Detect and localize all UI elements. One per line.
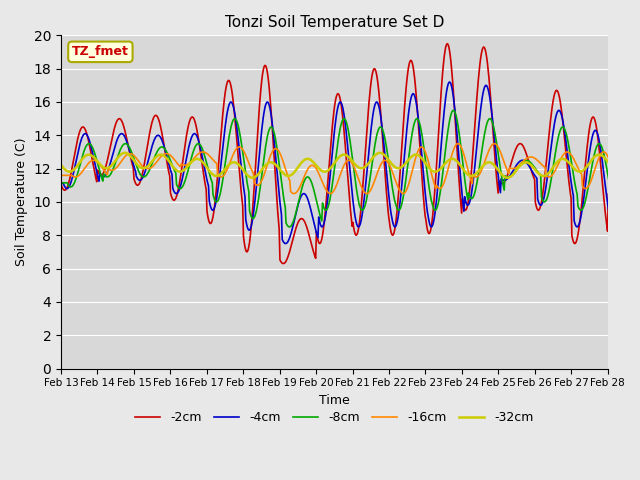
-32cm (631, 150, 639, 156)
-16cm (57, 172, 65, 178)
-2cm (446, 53, 454, 59)
-16cm (490, 141, 498, 146)
-4cm (413, 109, 421, 115)
-32cm (262, 162, 269, 168)
-32cm (413, 152, 420, 157)
-4cm (445, 79, 453, 85)
-8cm (413, 116, 421, 122)
-16cm (399, 191, 407, 196)
-8cm (446, 115, 454, 120)
-2cm (444, 41, 451, 47)
-32cm (504, 175, 511, 180)
-2cm (284, 255, 291, 261)
-8cm (233, 118, 241, 124)
-8cm (285, 224, 293, 230)
-16cm (125, 151, 133, 156)
-8cm (125, 144, 133, 150)
-2cm (57, 181, 65, 187)
Line: -32cm: -32cm (61, 153, 640, 178)
Line: -4cm: -4cm (61, 82, 640, 243)
Y-axis label: Soil Temperature (C): Soil Temperature (C) (15, 138, 28, 266)
-4cm (57, 180, 65, 186)
-32cm (125, 152, 133, 158)
-32cm (57, 162, 65, 168)
-4cm (262, 102, 269, 108)
-8cm (449, 108, 457, 113)
-32cm (445, 157, 453, 163)
-16cm (413, 149, 421, 155)
Line: -8cm: -8cm (61, 110, 640, 227)
Line: -16cm: -16cm (61, 144, 640, 193)
-4cm (284, 238, 292, 244)
-4cm (447, 81, 455, 87)
-32cm (284, 173, 291, 179)
Legend: -2cm, -4cm, -8cm, -16cm, -32cm: -2cm, -4cm, -8cm, -16cm, -32cm (130, 406, 538, 429)
-4cm (233, 123, 241, 129)
-16cm (262, 168, 269, 173)
-2cm (125, 149, 133, 155)
-4cm (282, 240, 289, 246)
Line: -2cm: -2cm (61, 44, 640, 369)
Text: TZ_fmet: TZ_fmet (72, 45, 129, 59)
-8cm (262, 144, 269, 150)
-32cm (233, 160, 241, 166)
-2cm (262, 63, 269, 69)
-8cm (284, 223, 291, 228)
-2cm (413, 99, 420, 105)
-4cm (125, 148, 133, 154)
-16cm (233, 145, 241, 151)
-16cm (284, 172, 291, 178)
-8cm (57, 180, 65, 186)
-16cm (446, 158, 454, 164)
Title: Tonzi Soil Temperature Set D: Tonzi Soil Temperature Set D (225, 15, 444, 30)
-2cm (233, 135, 241, 141)
X-axis label: Time: Time (319, 394, 349, 407)
